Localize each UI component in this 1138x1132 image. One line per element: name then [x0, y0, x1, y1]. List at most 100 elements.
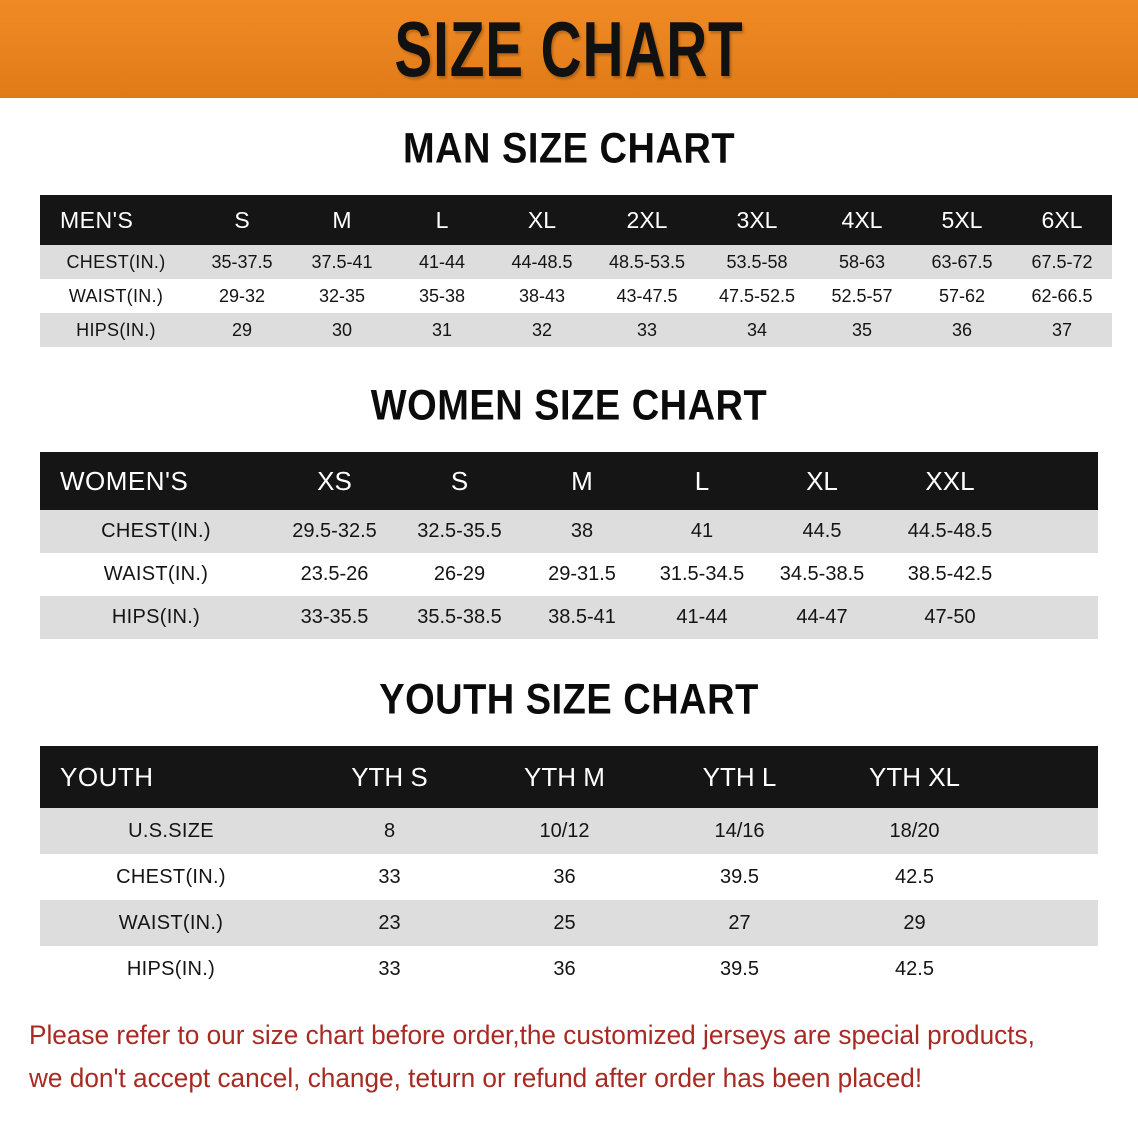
women-hips-xs: 33-35.5 [272, 596, 397, 639]
women-waist-xl: 34.5-38.5 [762, 553, 882, 596]
women-size-col-m: M [522, 452, 642, 510]
women-size-col-xxl: XXL [882, 452, 1018, 510]
youth-hips-l: 39.5 [652, 946, 827, 992]
women-chest-l: 41 [642, 510, 762, 553]
youth-ussize-s: 8 [302, 808, 477, 854]
women-row-label-hips: HIPS(IN.) [40, 596, 272, 639]
man-hips-s: 29 [192, 313, 292, 347]
man-chest-m: 37.5-41 [292, 245, 392, 279]
man-waist-6xl: 62-66.5 [1012, 279, 1112, 313]
women-size-table: WOMEN'S XS S M L XL XXL CHEST(IN.) 29.5-… [40, 452, 1098, 639]
disclaimer-line-2: we don't accept cancel, change, teturn o… [29, 1063, 923, 1094]
table-row: CHEST(IN.) 35-37.5 37.5-41 41-44 44-48.5… [40, 245, 1112, 279]
man-size-col-l: L [392, 195, 492, 245]
table-row: HIPS(IN.) 33-35.5 35.5-38.5 38.5-41 41-4… [40, 596, 1098, 639]
youth-ussize-m: 10/12 [477, 808, 652, 854]
man-size-col-m: M [292, 195, 392, 245]
youth-chest-spacer [1002, 854, 1098, 900]
women-chest-xl: 44.5 [762, 510, 882, 553]
youth-hips-spacer [1002, 946, 1098, 992]
man-hips-5xl: 36 [912, 313, 1012, 347]
women-waist-spacer [1018, 553, 1098, 596]
table-row: WAIST(IN.) 23 25 27 29 [40, 900, 1098, 946]
women-size-col-s: S [397, 452, 522, 510]
table-row: WAIST(IN.) 29-32 32-35 35-38 38-43 43-47… [40, 279, 1112, 313]
man-size-table: MEN'S S M L XL 2XL 3XL 4XL 5XL 6XL CHEST… [40, 195, 1112, 347]
women-size-table-wrapper: WOMEN'S XS S M L XL XXL CHEST(IN.) 29.5-… [40, 452, 1098, 639]
youth-table-header-row: YOUTH YTH S YTH M YTH L YTH XL [40, 746, 1098, 808]
table-row: HIPS(IN.) 29 30 31 32 33 34 35 36 37 [40, 313, 1112, 347]
youth-size-col-xl: YTH XL [827, 746, 1002, 808]
man-waist-3xl: 47.5-52.5 [702, 279, 812, 313]
man-hips-4xl: 35 [812, 313, 912, 347]
youth-size-table-wrapper: YOUTH YTH S YTH M YTH L YTH XL U.S.SIZE … [40, 746, 1098, 992]
man-size-col-5xl: 5XL [912, 195, 1012, 245]
youth-header-spacer [1002, 746, 1098, 808]
youth-chest-xl: 42.5 [827, 854, 1002, 900]
women-hips-s: 35.5-38.5 [397, 596, 522, 639]
youth-header-label: YOUTH [40, 746, 302, 808]
women-waist-xs: 23.5-26 [272, 553, 397, 596]
women-hips-l: 41-44 [642, 596, 762, 639]
women-waist-s: 26-29 [397, 553, 522, 596]
man-hips-xl: 32 [492, 313, 592, 347]
youth-waist-spacer [1002, 900, 1098, 946]
women-waist-m: 29-31.5 [522, 553, 642, 596]
man-chest-s: 35-37.5 [192, 245, 292, 279]
man-header-label: MEN'S [40, 195, 192, 245]
youth-chest-s: 33 [302, 854, 477, 900]
man-size-col-2xl: 2XL [592, 195, 702, 245]
women-table-header-row: WOMEN'S XS S M L XL XXL [40, 452, 1098, 510]
man-row-label-hips: HIPS(IN.) [40, 313, 192, 347]
man-chest-l: 41-44 [392, 245, 492, 279]
youth-ussize-spacer [1002, 808, 1098, 854]
man-waist-4xl: 52.5-57 [812, 279, 912, 313]
youth-row-label-ussize: U.S.SIZE [40, 808, 302, 854]
women-chest-s: 32.5-35.5 [397, 510, 522, 553]
youth-ussize-xl: 18/20 [827, 808, 1002, 854]
page-title: SIZE CHART [394, 5, 744, 93]
women-chest-xs: 29.5-32.5 [272, 510, 397, 553]
women-row-label-waist: WAIST(IN.) [40, 553, 272, 596]
women-chest-m: 38 [522, 510, 642, 553]
table-row: CHEST(IN.) 33 36 39.5 42.5 [40, 854, 1098, 900]
disclaimer-line-1: Please refer to our size chart before or… [29, 1020, 1035, 1050]
man-chest-3xl: 53.5-58 [702, 245, 812, 279]
youth-size-col-m: YTH M [477, 746, 652, 808]
youth-ussize-l: 14/16 [652, 808, 827, 854]
table-row: HIPS(IN.) 33 36 39.5 42.5 [40, 946, 1098, 992]
women-hips-xl: 44-47 [762, 596, 882, 639]
women-size-col-xl: XL [762, 452, 882, 510]
man-waist-l: 35-38 [392, 279, 492, 313]
women-row-label-chest: CHEST(IN.) [40, 510, 272, 553]
youth-row-label-hips: HIPS(IN.) [40, 946, 302, 992]
women-size-col-xs: XS [272, 452, 397, 510]
man-chest-5xl: 63-67.5 [912, 245, 1012, 279]
man-size-table-wrapper: MEN'S S M L XL 2XL 3XL 4XL 5XL 6XL CHEST… [40, 195, 1112, 347]
man-table-header-row: MEN'S S M L XL 2XL 3XL 4XL 5XL 6XL [40, 195, 1112, 245]
youth-row-label-chest: CHEST(IN.) [40, 854, 302, 900]
man-waist-5xl: 57-62 [912, 279, 1012, 313]
youth-waist-m: 25 [477, 900, 652, 946]
women-waist-l: 31.5-34.5 [642, 553, 762, 596]
man-waist-s: 29-32 [192, 279, 292, 313]
man-chest-2xl: 48.5-53.5 [592, 245, 702, 279]
youth-size-table: YOUTH YTH S YTH M YTH L YTH XL U.S.SIZE … [40, 746, 1098, 992]
women-section-title: WOMEN SIZE CHART [370, 382, 768, 430]
women-waist-xxl: 38.5-42.5 [882, 553, 1018, 596]
man-hips-3xl: 34 [702, 313, 812, 347]
man-chest-6xl: 67.5-72 [1012, 245, 1112, 279]
women-chest-xxl: 44.5-48.5 [882, 510, 1018, 553]
page-banner: SIZE CHART [0, 0, 1138, 98]
table-row: CHEST(IN.) 29.5-32.5 32.5-35.5 38 41 44.… [40, 510, 1098, 553]
women-header-spacer [1018, 452, 1098, 510]
man-size-col-s: S [192, 195, 292, 245]
women-hips-m: 38.5-41 [522, 596, 642, 639]
man-row-label-chest: CHEST(IN.) [40, 245, 192, 279]
man-size-col-4xl: 4XL [812, 195, 912, 245]
youth-size-col-l: YTH L [652, 746, 827, 808]
youth-waist-s: 23 [302, 900, 477, 946]
youth-waist-xl: 29 [827, 900, 1002, 946]
disclaimer-text: Please refer to our size chart before or… [29, 1014, 1077, 1100]
man-waist-2xl: 43-47.5 [592, 279, 702, 313]
